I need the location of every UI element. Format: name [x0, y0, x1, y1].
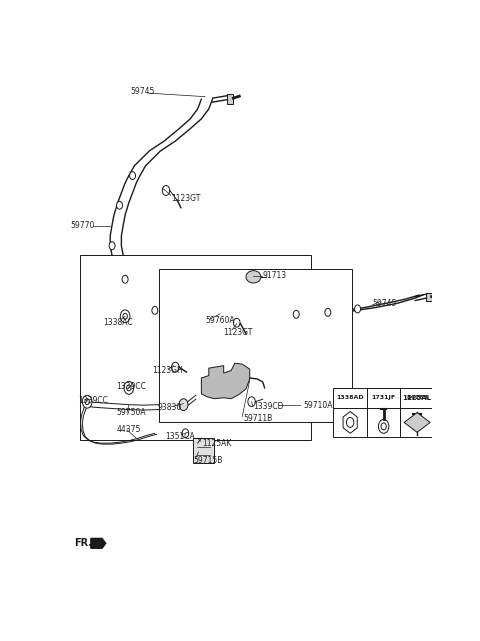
Text: 59710A: 59710A	[304, 401, 333, 410]
Text: FR.: FR.	[74, 538, 92, 548]
Circle shape	[172, 362, 179, 372]
Polygon shape	[91, 538, 106, 548]
Circle shape	[117, 201, 122, 209]
Text: 1123GT: 1123GT	[172, 194, 201, 203]
Text: 59745: 59745	[131, 87, 155, 96]
Text: 1339CC: 1339CC	[79, 395, 108, 404]
Circle shape	[109, 242, 115, 249]
Circle shape	[182, 429, 189, 438]
Ellipse shape	[246, 271, 261, 283]
Text: 59750A: 59750A	[117, 408, 146, 417]
Circle shape	[127, 385, 131, 391]
Text: 44375: 44375	[117, 426, 141, 435]
Bar	[334, 388, 367, 408]
Polygon shape	[343, 412, 357, 433]
Text: 84183: 84183	[406, 395, 428, 400]
Bar	[227, 94, 233, 104]
Text: 1123GT: 1123GT	[223, 328, 252, 337]
Text: 1338AC: 1338AC	[103, 318, 133, 327]
Text: 1125AK: 1125AK	[202, 438, 231, 447]
Circle shape	[293, 310, 299, 319]
Circle shape	[325, 308, 331, 316]
Polygon shape	[404, 413, 430, 432]
Text: 1339CC: 1339CC	[117, 383, 146, 392]
Text: 59711B: 59711B	[244, 414, 273, 423]
Circle shape	[130, 172, 135, 179]
Text: 59715B: 59715B	[193, 456, 223, 465]
Circle shape	[152, 306, 158, 314]
Circle shape	[347, 417, 354, 428]
Circle shape	[179, 399, 188, 411]
Circle shape	[378, 419, 389, 433]
Bar	[367, 388, 400, 408]
Text: 59760A: 59760A	[205, 316, 235, 325]
Text: 1731JF: 1731JF	[372, 395, 396, 400]
Circle shape	[162, 185, 170, 196]
Bar	[426, 292, 432, 301]
Bar	[400, 408, 434, 437]
Bar	[400, 388, 434, 408]
Bar	[334, 408, 367, 437]
Text: 59770: 59770	[71, 222, 95, 231]
Text: 1125AL: 1125AL	[403, 395, 432, 401]
Text: 1339CD: 1339CD	[253, 402, 284, 411]
Bar	[400, 408, 434, 437]
Bar	[81, 254, 311, 440]
Circle shape	[120, 310, 130, 322]
Circle shape	[233, 319, 240, 327]
Polygon shape	[202, 363, 250, 399]
Circle shape	[85, 399, 89, 404]
Circle shape	[124, 381, 133, 394]
Circle shape	[123, 313, 127, 319]
Text: 1123GH: 1123GH	[152, 366, 183, 375]
Circle shape	[381, 423, 386, 430]
Bar	[367, 408, 400, 437]
Circle shape	[122, 276, 128, 283]
Circle shape	[248, 397, 255, 406]
Bar	[193, 438, 214, 463]
Text: 91713: 91713	[263, 271, 287, 280]
Text: 59745: 59745	[372, 299, 397, 308]
Text: 1351CA: 1351CA	[166, 432, 195, 441]
Circle shape	[355, 305, 360, 313]
Bar	[400, 388, 434, 408]
Text: 1338AD: 1338AD	[336, 395, 364, 400]
Bar	[158, 269, 352, 422]
Text: 93830: 93830	[158, 403, 182, 412]
Circle shape	[83, 395, 92, 408]
